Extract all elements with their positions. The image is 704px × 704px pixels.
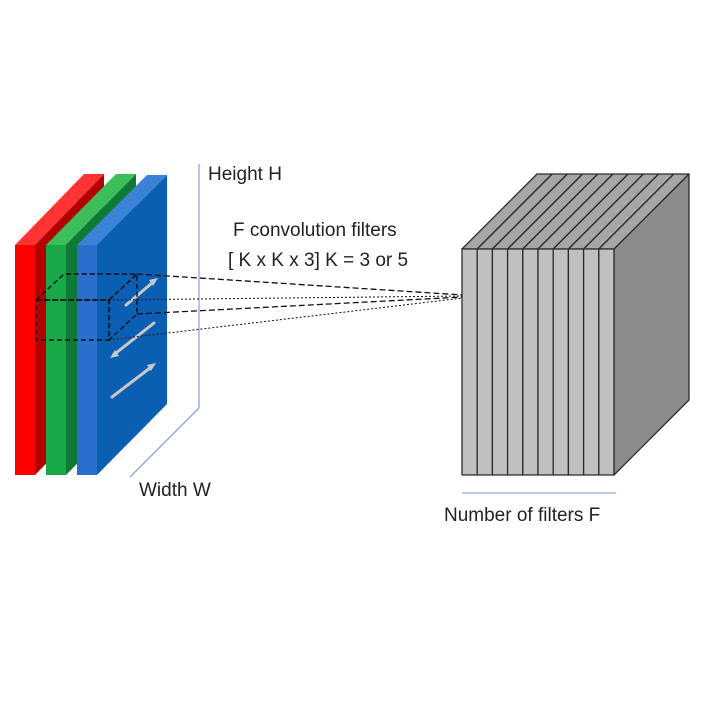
filter-slice [567, 248, 585, 476]
height-label: Height H [208, 164, 282, 185]
filter-slice [491, 248, 509, 476]
num-filters-label: Number of filters F [444, 505, 600, 526]
filter-bank [461, 173, 690, 476]
arrow-up-right-2-head [147, 363, 156, 371]
filters-spec-label: [ K x K x 3] K = 3 or 5 [228, 250, 408, 271]
channel-arrows [110, 278, 158, 399]
filter-slice [582, 248, 600, 476]
arrow-down-left-head [110, 350, 119, 358]
width-guide-line [129, 407, 200, 478]
filter-slice [506, 248, 524, 476]
filter-slice [537, 248, 554, 476]
filter-slice [552, 248, 570, 476]
filter-slice [598, 248, 615, 476]
arrow-up-right-1 [124, 281, 154, 307]
arrow-up-right-1-head [149, 278, 158, 286]
filter-slice [476, 248, 494, 476]
blue-channel [77, 175, 167, 475]
filters-title-label: F convolution filters [233, 220, 397, 241]
projection-lines [108, 273, 464, 341]
arrow-down-left [114, 321, 156, 355]
arrow-up-right-2 [110, 366, 152, 399]
width-label: Width W [139, 480, 211, 501]
filter-slice [461, 248, 478, 476]
filter-slice [522, 248, 539, 476]
